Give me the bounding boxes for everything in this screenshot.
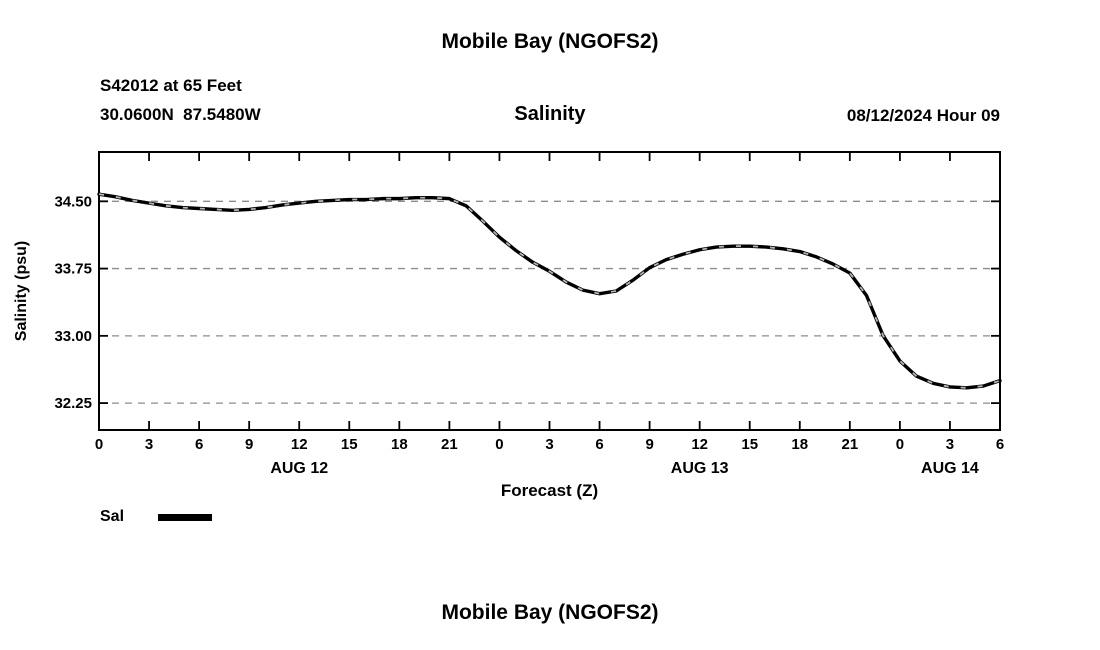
date-label: AUG 12 <box>270 460 328 477</box>
x-tick-label: 9 <box>645 436 653 453</box>
x-tick-label: 9 <box>245 436 253 453</box>
x-tick-label: 12 <box>691 436 708 453</box>
y-tick-label: 32.25 <box>54 395 92 412</box>
x-tick-label: 6 <box>996 436 1004 453</box>
x-tick-label: 0 <box>896 436 904 453</box>
salinity-line-dash-overlay <box>98 193 1001 389</box>
salinity-line <box>97 192 1002 390</box>
x-tick-label: 6 <box>195 436 203 453</box>
legend-line-swatch <box>158 513 213 521</box>
x-axis-label: Forecast (Z) <box>501 481 598 500</box>
date-label: AUG 14 <box>921 460 979 477</box>
model-run-timestamp: 08/12/2024 Hour 09 <box>846 106 1000 125</box>
x-tick-label: 0 <box>495 436 503 453</box>
y-tick-label: 34.50 <box>54 193 92 210</box>
legend: Sal <box>100 508 213 526</box>
y-axis-label: Salinity (psu) <box>13 241 30 341</box>
plot-border <box>98 151 1001 431</box>
x-tick-label: 12 <box>291 436 308 453</box>
x-tick-label: 3 <box>545 436 553 453</box>
x-tick-label: 21 <box>841 436 858 453</box>
y-tick-label: 33.00 <box>54 328 92 345</box>
salinity-chart: 34.50 33.75 33.00 32.25 0 3 6 9 12 15 18 21 0 3 6 9 12 15… <box>13 151 1004 500</box>
x-tick-label: 15 <box>741 436 758 453</box>
page-title-top: Mobile Bay (NGOFS2) <box>441 30 659 53</box>
station-coordinates: 30.0600N 87.5480W <box>100 105 261 124</box>
page-title-bottom: Mobile Bay (NGOFS2) <box>441 601 659 624</box>
date-label: AUG 13 <box>671 460 729 477</box>
x-tick-label: 6 <box>595 436 603 453</box>
y-tick-label: 33.75 <box>54 261 92 278</box>
x-tick-label: 18 <box>391 436 408 453</box>
x-tick-label: 18 <box>791 436 808 453</box>
x-tick-label: 0 <box>95 436 103 453</box>
legend-label: Sal <box>100 508 125 525</box>
station-id: S42012 at 65 Feet <box>100 76 242 95</box>
x-tick-label: 3 <box>946 436 954 453</box>
x-tick-label: 3 <box>145 436 153 453</box>
x-tick-label: 15 <box>341 436 358 453</box>
x-tick-label: 21 <box>441 436 458 453</box>
plot-title: Salinity <box>514 103 586 125</box>
